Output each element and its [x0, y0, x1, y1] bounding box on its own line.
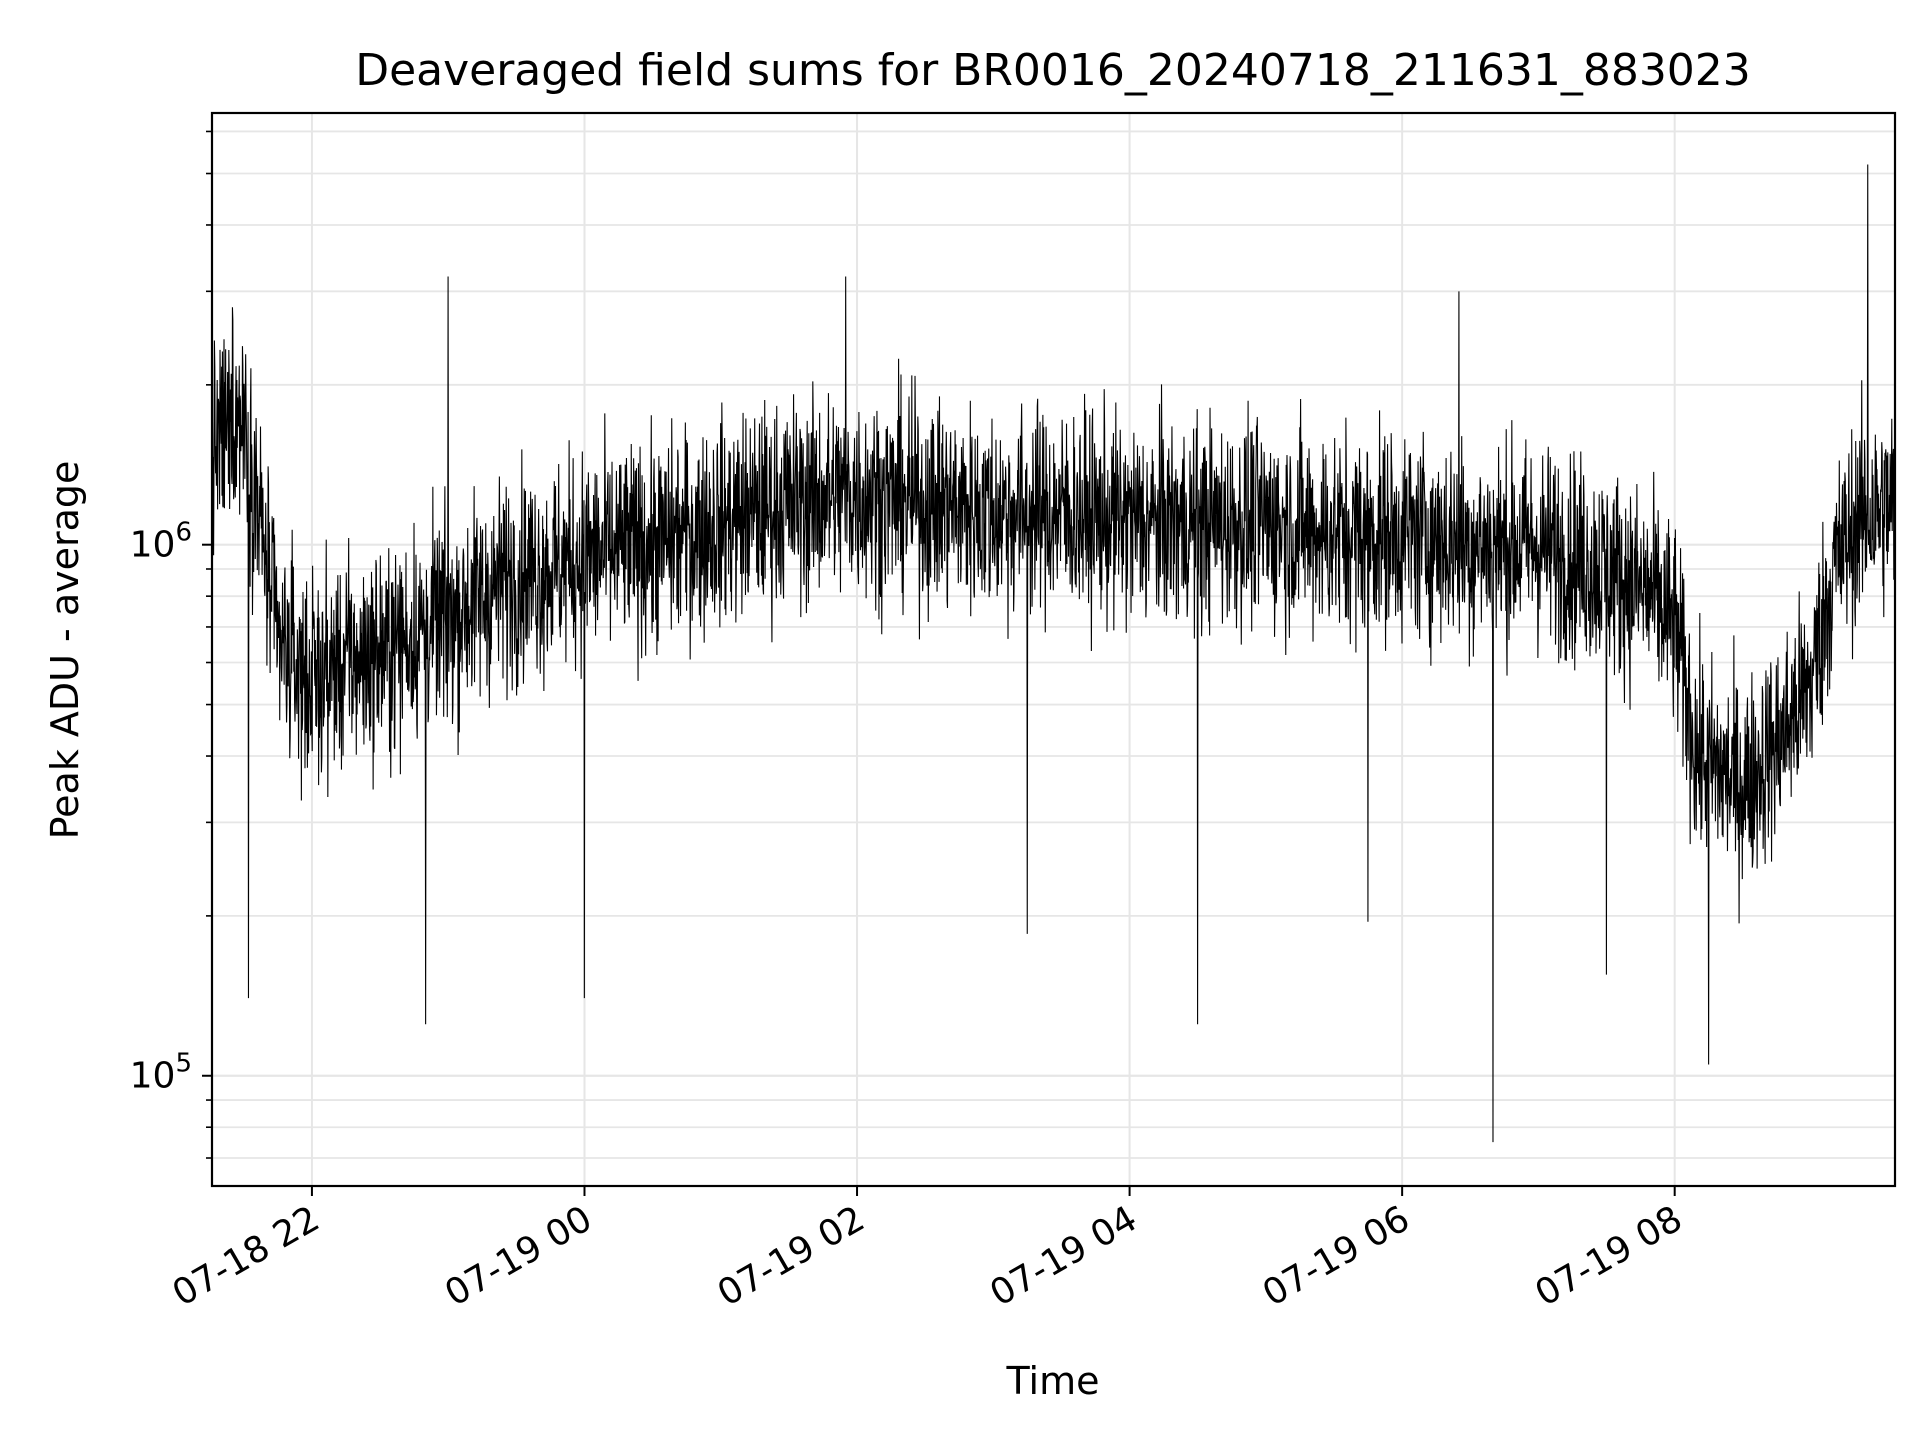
x-axis-label: Time — [1006, 1359, 1100, 1403]
series-line — [211, 164, 1896, 1143]
y-tick-label: 105 — [130, 1049, 192, 1097]
y-axis-label: Peak ADU - average — [43, 461, 87, 840]
y-tick-label: 106 — [130, 518, 192, 566]
chart-title: Deaveraged field sums for BR0016_2024071… — [355, 45, 1751, 96]
plot-frame — [210, 111, 1897, 1188]
series-layer — [211, 164, 1896, 1143]
y-axis: 105 106 — [130, 130, 212, 1159]
